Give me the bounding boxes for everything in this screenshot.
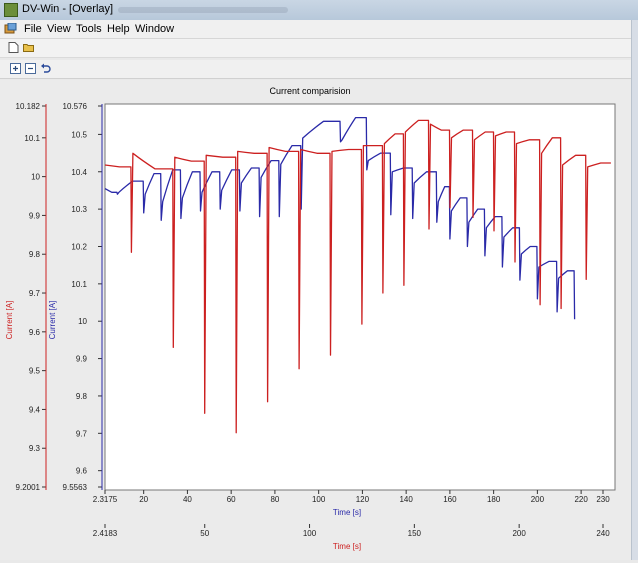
series-group	[104, 116, 611, 434]
document-menu-icon[interactable]	[4, 23, 17, 35]
red-y-axis-tick-label: 9.5	[29, 367, 41, 376]
red-y-axis-tick-label: 9.2001	[16, 483, 41, 492]
blurred-titlebar-text	[118, 7, 288, 13]
chart-title: Current comparision	[269, 86, 350, 96]
undo-icon[interactable]	[40, 63, 51, 74]
blue-x-axis-label: Time [s]	[333, 508, 361, 517]
blue-x-axis-tick-label: 220	[574, 495, 588, 504]
blue-y-axis-tick-label: 10	[78, 317, 87, 326]
blue-y-axis-tick-label: 9.7	[76, 429, 88, 438]
blue-x-axis-tick-label: 120	[356, 495, 370, 504]
window-titlebar: DV-Win - [Overlay]	[0, 0, 638, 21]
current-comparison-chart[interactable]: Current comparision 10.182 10.1 10 9.9 9.8 9.…	[0, 80, 632, 560]
blue-x-axis-tick-label: 40	[183, 495, 192, 504]
blue-x-axis-tick-label: 80	[270, 495, 279, 504]
blue-x-axis-tick-label: 140	[399, 495, 413, 504]
open-folder-icon[interactable]	[23, 42, 34, 53]
red-x-axis-tick-label: 100	[303, 529, 317, 538]
red-y-axis-tick-label: 9.8	[29, 250, 41, 259]
red-x-axis-tick-label: 2.4183	[93, 529, 118, 538]
red-x-axis-tick-label: 240	[596, 529, 610, 538]
blue-y-axis-tick-label: 10.3	[71, 205, 87, 214]
zoom-in-icon[interactable]	[10, 63, 21, 74]
chart-area: Current comparision 10.182 10.1 10 9.9 9.8 9.…	[0, 80, 638, 560]
red-y-axis-tick-label: 10	[31, 173, 40, 182]
blue-x-axis-tick-label: 200	[531, 495, 545, 504]
blue-x-axis-tick-label: 160	[443, 495, 457, 504]
menu-bar: File View Tools Help Window	[0, 20, 638, 39]
blue-y-axis-tick-label: 9.9	[76, 355, 88, 364]
blue-y-axis-tick-label: 10.2	[71, 242, 87, 251]
menu-help[interactable]: Help	[107, 23, 130, 35]
blue-x-axis: 2.3175 20 40 60 80 100 120 140 160 180 200 220 230	[93, 490, 610, 504]
blue-x-axis-tick-label: 230	[596, 495, 610, 504]
menu-view[interactable]: View	[47, 23, 71, 35]
red-y-axis-tick-label: 9.3	[29, 444, 41, 453]
red-y-axis-tick-label: 9.4	[29, 405, 41, 414]
menu-tools[interactable]: Tools	[76, 23, 102, 35]
red-y-axis-label: Current [A]	[5, 301, 14, 340]
red-y-axis-tick-label: 9.9	[29, 211, 41, 220]
menu-file[interactable]: File	[24, 23, 42, 35]
red-current-series-line	[104, 119, 611, 434]
red-x-axis-tick-label: 150	[408, 529, 422, 538]
zoom-out-icon[interactable]	[25, 63, 36, 74]
chart-toolbar	[0, 60, 638, 79]
blue-x-axis-tick-label: 60	[227, 495, 236, 504]
red-y-axis-tick-label: 9.7	[29, 289, 41, 298]
blue-y-axis-tick-label: 10.5	[71, 130, 87, 139]
blue-x-axis-tick-label: 100	[312, 495, 326, 504]
red-x-axis: 2.4183 50 100 150 200 240	[93, 524, 610, 538]
blue-x-axis-tick-label: 20	[139, 495, 148, 504]
blue-y-axis-tick-label: 10.4	[71, 168, 87, 177]
blue-y-axis: 10.576 10.5 10.4 10.3 10.2 10.1 10 9.9 9.8 9.7 9.6…	[63, 102, 103, 492]
blue-y-axis-tick-label: 10.576	[63, 102, 88, 111]
blue-y-axis-label: Current [A]	[48, 301, 57, 340]
red-y-axis-tick-label: 9.6	[29, 328, 41, 337]
blue-y-axis-tick-label: 9.6	[76, 467, 88, 476]
red-x-axis-label: Time [s]	[333, 542, 361, 551]
blue-current-series-line	[104, 116, 576, 320]
app-icon	[4, 3, 18, 17]
red-y-axis-tick-label: 10.182	[16, 102, 41, 111]
new-document-icon[interactable]	[8, 42, 19, 53]
menu-window[interactable]: Window	[135, 23, 175, 35]
blue-x-axis-tick-label: 2.3175	[93, 495, 118, 504]
plot-area	[104, 103, 616, 491]
window-right-edge	[631, 20, 638, 560]
blue-x-axis-tick-label: 180	[487, 495, 501, 504]
blue-y-axis-tick-label: 9.5563	[63, 483, 88, 492]
blue-y-axis-tick-label: 10.1	[71, 280, 87, 289]
red-y-axis-tick-label: 10.1	[24, 134, 40, 143]
red-x-axis-tick-label: 200	[512, 529, 526, 538]
red-y-axis: 10.182 10.1 10 9.9 9.8 9.7 9.6 9.5 9.4 9.3 9.2001	[16, 102, 47, 492]
main-toolbar	[0, 39, 638, 58]
blue-y-axis-tick-label: 9.8	[76, 392, 88, 401]
red-x-axis-tick-label: 50	[200, 529, 209, 538]
window-title: DV-Win - [Overlay]	[22, 3, 114, 15]
